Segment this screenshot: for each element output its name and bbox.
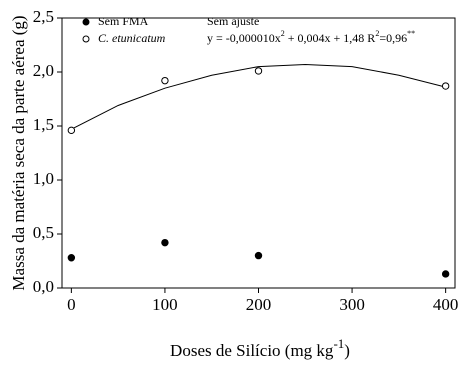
legend-label: Sem FMA — [98, 14, 149, 28]
x-axis-label-end: ) — [344, 341, 350, 360]
x-axis-label-text: Doses de Silício (mg kg — [170, 341, 334, 360]
point — [161, 76, 169, 85]
point — [67, 254, 76, 262]
y-tick-label: 0,5 — [33, 223, 54, 242]
equation-sup: 2 — [281, 29, 285, 38]
point — [254, 251, 263, 260]
equation-text: y = -0,000010x — [207, 31, 281, 45]
legend-marker — [82, 35, 90, 43]
x-tick-label: 200 — [246, 295, 272, 314]
point — [441, 270, 450, 278]
equation-text: =0,96 — [379, 31, 407, 45]
y-axis-label: Massa da matéria seca da parte aérea (g) — [9, 15, 28, 290]
point — [254, 67, 263, 75]
point — [67, 126, 76, 135]
fit-note: Sem ajuste — [207, 14, 259, 28]
x-tick-label: 100 — [152, 295, 178, 314]
equation-text: + 0,004x + 1,48 R — [285, 31, 376, 45]
legend-label: C. etunicatum — [98, 31, 166, 45]
equation-sup: 2 — [375, 29, 379, 38]
point — [441, 82, 450, 90]
y-tick-label: 0,0 — [33, 277, 54, 296]
legend-marker — [82, 18, 90, 26]
plot-frame — [61, 17, 456, 289]
equation-sup: ** — [407, 29, 415, 38]
x-tick-label: 400 — [433, 295, 459, 314]
x-tick-label: 0 — [67, 295, 76, 314]
y-tick-label: 2,0 — [33, 61, 54, 80]
x-axis-label-sup: -1 — [333, 336, 344, 351]
y-tick-label: 2,5 — [33, 7, 54, 26]
x-axis-label: Doses de Silício (mg kg-1) — [170, 336, 350, 360]
x-tick-label: 300 — [339, 295, 365, 314]
y-tick-label: 1,5 — [33, 115, 54, 134]
fit-curve — [71, 63, 446, 130]
point — [161, 238, 169, 247]
fit-equation: y = -0,000010x2 + 0,004x + 1,48 R2=0,96*… — [207, 29, 415, 45]
y-tick-label: 1,0 — [33, 169, 54, 188]
